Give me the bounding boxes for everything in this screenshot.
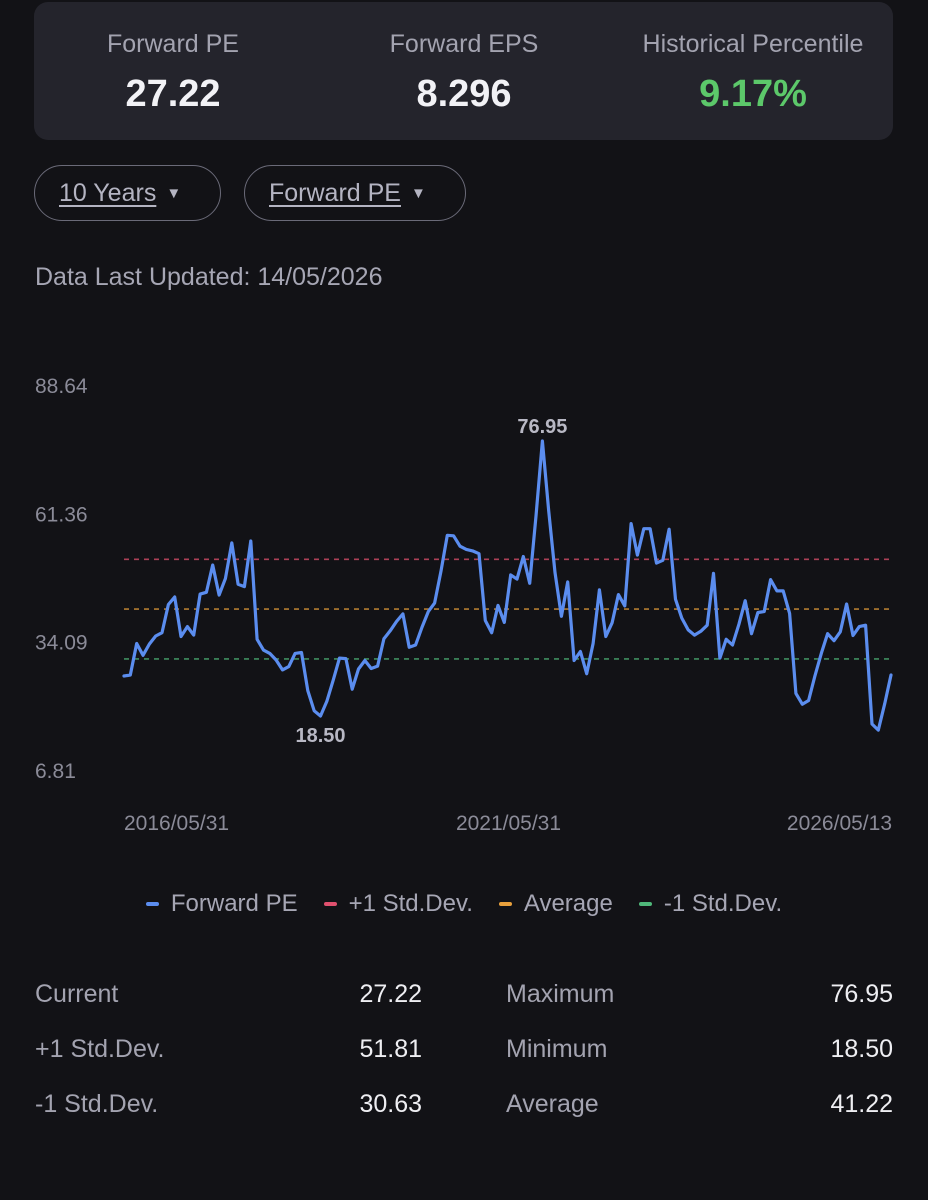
- stat-row: +1 Std.Dev. 51.81 Minimum 18.50: [35, 1035, 893, 1090]
- stat-row: -1 Std.Dev. 30.63 Average 41.22: [35, 1090, 893, 1145]
- x-tick-label: 2021/05/31: [456, 812, 561, 835]
- minimum-annotation: 18.50: [295, 725, 345, 747]
- x-tick-label: 2016/05/31: [124, 812, 229, 835]
- maximum-annotation: 76.95: [517, 416, 567, 438]
- chevron-down-icon: ▼: [166, 184, 182, 202]
- summary-card: Forward PE 27.22 Forward EPS 8.296 Histo…: [34, 2, 893, 140]
- forward-eps-metric: Forward EPS 8.296: [319, 28, 609, 114]
- y-tick-label: 34.09: [35, 632, 88, 655]
- legend-label: Average: [523, 890, 613, 917]
- forward-eps-value: 8.296: [416, 73, 512, 115]
- forward-pe-metric: Forward PE 27.22: [28, 28, 318, 114]
- current-value: 27.22: [359, 980, 422, 1008]
- y-axis: 88.64 61.36 34.09 6.81: [35, 375, 88, 783]
- chevron-down-icon: ▼: [410, 184, 426, 202]
- minimum-label: Minimum: [506, 1035, 608, 1063]
- legend-label: -1 Std.Dev.: [663, 890, 783, 917]
- stat-row: Current 27.22 Maximum 76.95: [35, 980, 893, 1035]
- time-range-dropdown[interactable]: 10 Years ▼: [34, 165, 221, 221]
- x-axis: 2016/05/31 2021/05/31 2026/05/13: [124, 812, 892, 835]
- minus-std-dev-label: -1 Std.Dev.: [35, 1090, 159, 1118]
- chart-legend: Forward PE +1 Std.Dev. Average -1 Std.De…: [0, 890, 928, 918]
- legend-label: +1 Std.Dev.: [348, 890, 473, 917]
- current-label: Current: [35, 980, 119, 1008]
- legend-item-minus-std-dev[interactable]: -1 Std.Dev.: [638, 890, 783, 918]
- data-last-updated: Data Last Updated: 14/05/2026: [35, 263, 383, 291]
- historical-percentile-label: Historical Percentile: [642, 30, 864, 58]
- time-range-label: 10 Years: [59, 178, 157, 207]
- legend-label: Forward PE: [170, 890, 298, 917]
- legend-item-plus-std-dev[interactable]: +1 Std.Dev.: [323, 890, 473, 918]
- forward-pe-label: Forward PE: [107, 30, 239, 58]
- historical-percentile-value: 9.17%: [699, 73, 807, 115]
- minimum-value: 18.50: [830, 1035, 893, 1063]
- legend-item-average[interactable]: Average: [498, 890, 613, 918]
- x-tick-label: 2026/05/13: [787, 812, 892, 835]
- y-tick-label: 88.64: [35, 375, 88, 398]
- plus-std-dev-value: 51.81: [359, 1035, 422, 1063]
- stats-table: Current 27.22 Maximum 76.95 +1 Std.Dev. …: [35, 980, 893, 1145]
- forward-pe-line: [122, 439, 893, 732]
- maximum-value: 76.95: [830, 980, 893, 1008]
- legend-swatch-minus-std-dev: [638, 902, 652, 906]
- historical-percentile-metric: Historical Percentile 9.17%: [608, 28, 898, 114]
- minus-std-dev-value: 30.63: [359, 1090, 422, 1118]
- forward-eps-label: Forward EPS: [389, 30, 539, 58]
- metric-dropdown[interactable]: Forward PE ▼: [244, 165, 466, 221]
- y-tick-label: 61.36: [35, 503, 88, 526]
- average-label: Average: [506, 1090, 599, 1118]
- metric-label: Forward PE: [269, 178, 401, 207]
- maximum-label: Maximum: [506, 980, 615, 1008]
- average-value: 41.22: [830, 1090, 893, 1118]
- legend-swatch-forward-pe: [145, 902, 159, 906]
- plus-std-dev-label: +1 Std.Dev.: [35, 1035, 165, 1063]
- legend-swatch-average: [498, 902, 512, 906]
- y-tick-label: 6.81: [35, 760, 76, 783]
- forward-pe-value: 27.22: [125, 73, 221, 115]
- legend-swatch-plus-std-dev: [323, 902, 337, 906]
- forward-pe-chart: 88.64 61.36 34.09 6.81 2016/05/31 2021/05/31…: [35, 375, 893, 835]
- legend-item-forward-pe[interactable]: Forward PE: [145, 890, 298, 918]
